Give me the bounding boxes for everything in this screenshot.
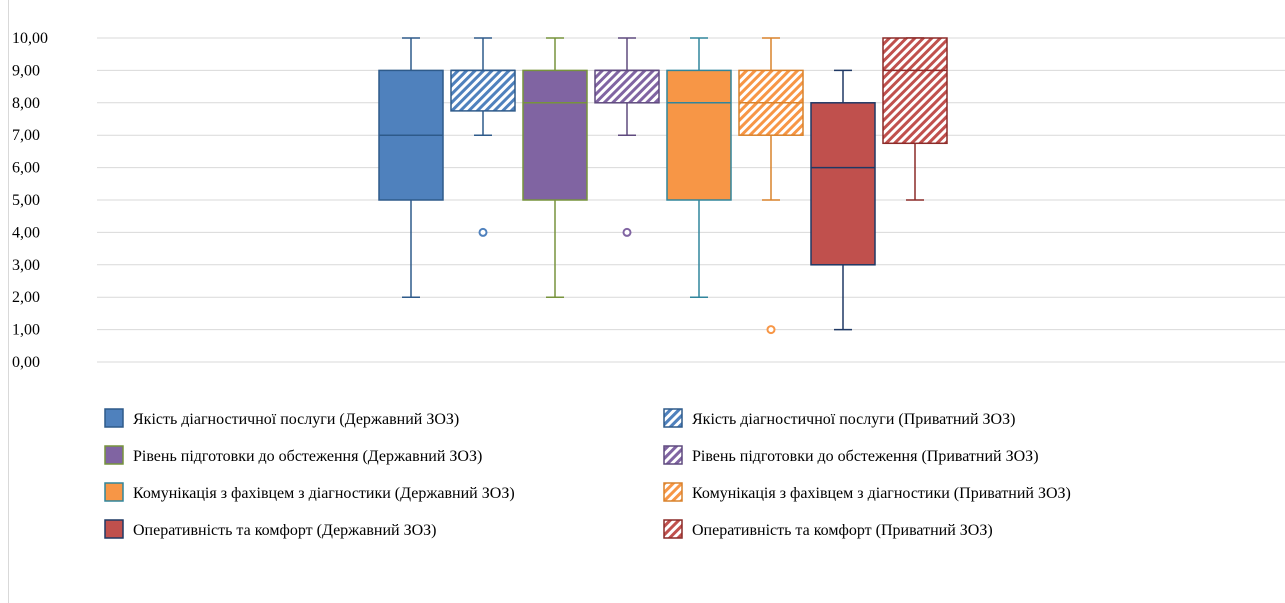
legend-item: Оперативність та комфорт (Державний ЗОЗ) bbox=[104, 519, 436, 539]
legend-item: Якість діагностичної послуги (Приватний … bbox=[663, 408, 1015, 428]
legend-label: Комунікація з фахівцем з діагностики (Пр… bbox=[692, 485, 1071, 502]
box-iqr bbox=[810, 102, 876, 266]
box-series-3 bbox=[522, 37, 588, 298]
y-tick-label: 8,00 bbox=[12, 95, 40, 112]
box-series-2 bbox=[450, 37, 516, 237]
y-tick-label: 9,00 bbox=[12, 62, 40, 79]
outlier-point bbox=[622, 227, 632, 237]
box-iqr bbox=[594, 69, 660, 104]
legend-swatch bbox=[663, 408, 683, 428]
legend-swatch bbox=[663, 519, 683, 539]
boxplot-chart: 0,00 1,00 2,00 3,00 4,00 5,00 6,00 7,00 8,00 9,00… bbox=[12, 30, 1285, 539]
y-tick-label: 3,00 bbox=[12, 257, 40, 274]
legend-item: Комунікація з фахівцем з діагностики (Де… bbox=[104, 482, 515, 502]
y-tick-label: 10,00 bbox=[12, 30, 48, 47]
legend-label: Оперативність та комфорт (Державний ЗОЗ) bbox=[133, 522, 436, 539]
box-series-5 bbox=[666, 37, 732, 298]
legend-swatch bbox=[104, 408, 124, 428]
legend-swatch bbox=[104, 445, 124, 465]
y-tick-label: 0,00 bbox=[12, 354, 40, 371]
box-iqr bbox=[450, 69, 516, 112]
legend-swatch bbox=[663, 445, 683, 465]
outlier-point bbox=[766, 325, 776, 335]
y-tick-label: 6,00 bbox=[12, 160, 40, 177]
legend-label: Комунікація з фахівцем з діагностики (Де… bbox=[133, 485, 515, 502]
legend-label: Оперативність та комфорт (Приватний ЗОЗ) bbox=[692, 522, 993, 539]
legend-item: Рівень підготовки до обстеження (Приватн… bbox=[663, 445, 1039, 465]
legend-label: Якість діагностичної послуги (Приватний … bbox=[692, 411, 1015, 428]
y-tick-label: 2,00 bbox=[12, 289, 40, 306]
box-series-6 bbox=[738, 37, 804, 335]
y-tick-label: 1,00 bbox=[12, 322, 40, 339]
legend-swatch bbox=[663, 482, 683, 502]
y-tick-label: 4,00 bbox=[12, 224, 40, 241]
box-iqr bbox=[666, 69, 732, 201]
legend-item: Якість діагностичної послуги (Державний … bbox=[104, 408, 459, 428]
box-series-7 bbox=[810, 69, 876, 331]
box-iqr bbox=[522, 69, 588, 201]
legend-item: Оперативність та комфорт (Приватний ЗОЗ) bbox=[663, 519, 993, 539]
box-iqr bbox=[882, 37, 948, 145]
box-series-1 bbox=[378, 37, 444, 298]
legend-label: Рівень підготовки до обстеження (Державн… bbox=[133, 448, 482, 465]
box-series-4 bbox=[594, 37, 660, 237]
outlier-point bbox=[478, 227, 488, 237]
legend-swatch bbox=[104, 519, 124, 539]
legend-item: Комунікація з фахівцем з діагностики (Пр… bbox=[663, 482, 1071, 502]
legend-label: Рівень підготовки до обстеження (Приватн… bbox=[692, 448, 1039, 465]
legend-item: Рівень підготовки до обстеження (Державн… bbox=[104, 445, 482, 465]
legend-label: Якість діагностичної послуги (Державний … bbox=[133, 411, 459, 428]
y-tick-label: 7,00 bbox=[12, 127, 40, 144]
chart-frame: 0,00 1,00 2,00 3,00 4,00 5,00 6,00 7,00 8,00 9,00… bbox=[8, 0, 1285, 603]
box-series-8 bbox=[882, 37, 948, 201]
y-tick-label: 5,00 bbox=[12, 192, 40, 209]
legend-swatch bbox=[104, 482, 124, 502]
